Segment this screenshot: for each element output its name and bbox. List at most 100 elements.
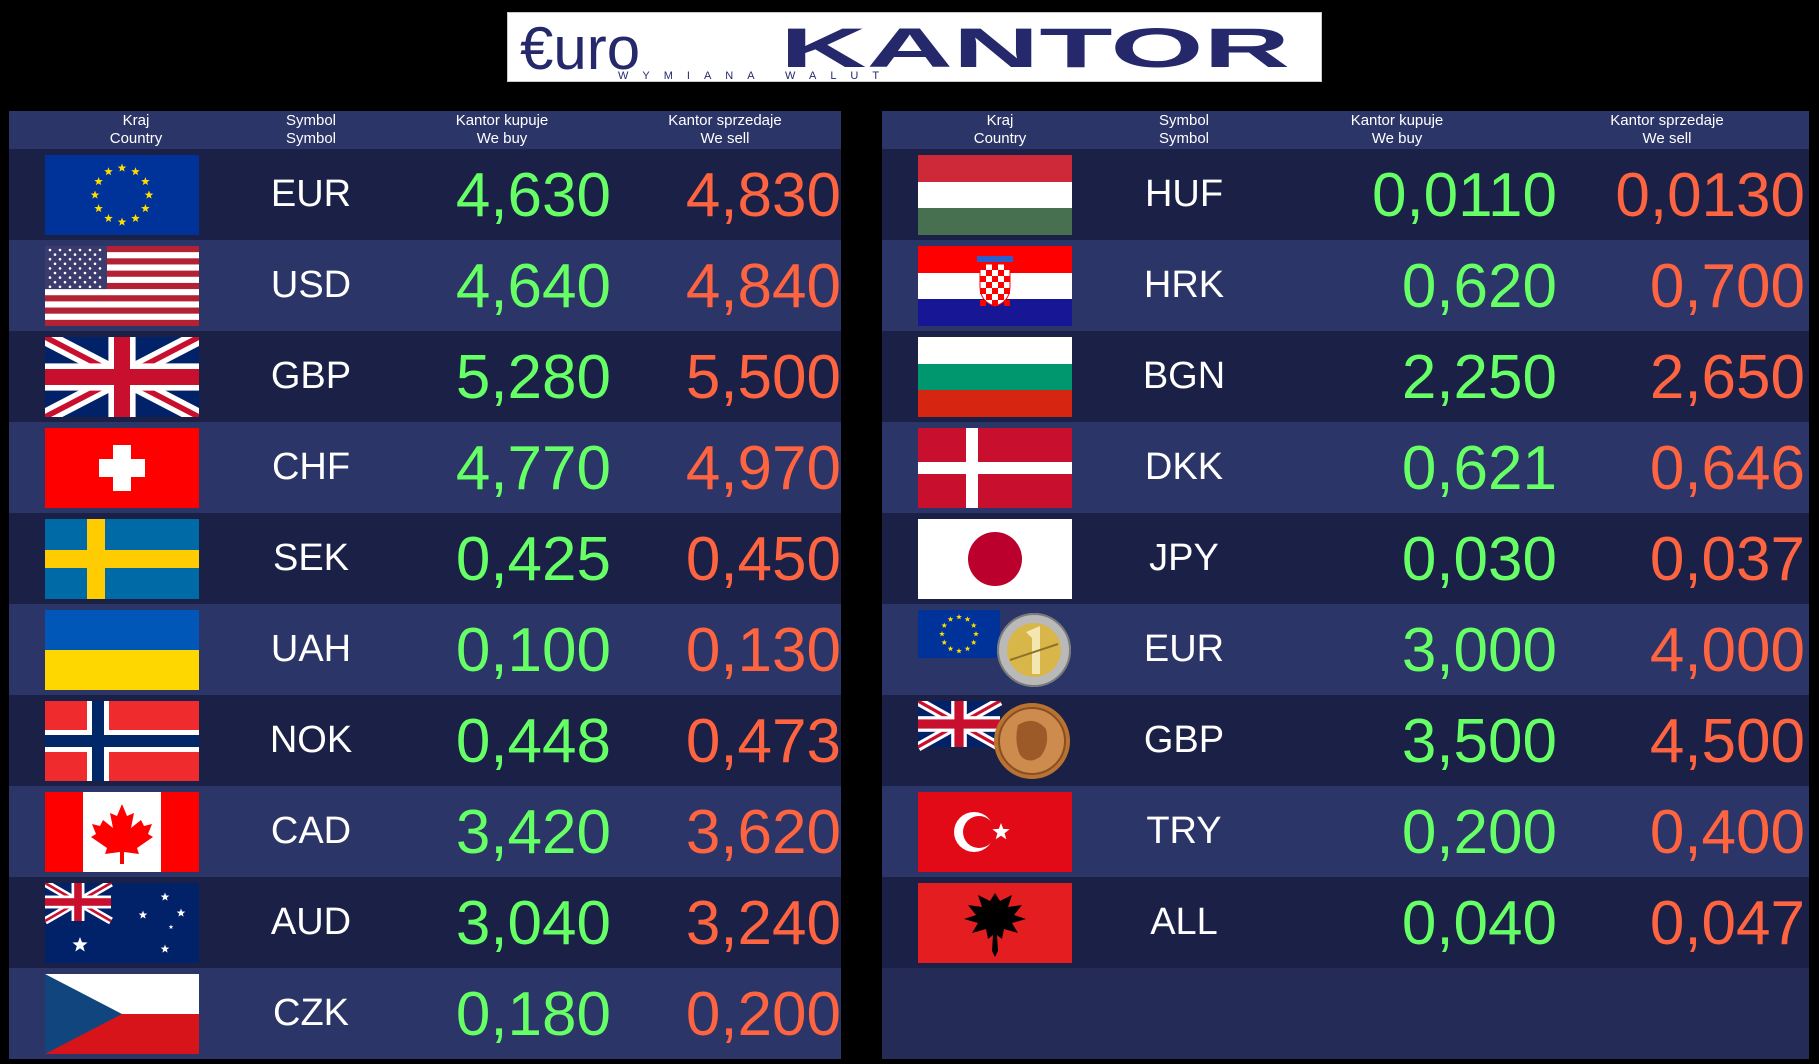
sell-rate: 4,840	[685, 252, 841, 321]
buy-rate: 5,280	[455, 343, 611, 412]
currency-symbol: NOK	[269, 719, 353, 761]
sell-rate: 4,500	[1649, 707, 1805, 776]
rates-table-left: Kraj Country Symbol Symbol Kantor kupuje…	[9, 111, 841, 1059]
table-row: SEK 0,425 0,450	[9, 513, 841, 604]
sweden-flag-icon	[45, 519, 199, 599]
header-we-buy: Kantor kupuje We buy	[1350, 112, 1444, 147]
currency-symbol: GBP	[270, 355, 352, 397]
sell-rate: 0,130	[685, 616, 841, 685]
table-header: Kraj Country Symbol Symbol Kantor kupuje…	[882, 111, 1809, 149]
table-row: NOK 0,448 0,473	[9, 695, 841, 786]
table-row: CAD 3,420 3,620	[9, 786, 841, 877]
currency-symbol: HUF	[1144, 173, 1224, 215]
table-row: ALL 0,040 0,047	[882, 877, 1809, 968]
currency-symbol: CZK	[273, 992, 349, 1034]
eu-coin-flag-icon	[918, 610, 1072, 690]
sell-rate: 2,650	[1649, 343, 1805, 412]
table-row: CZK 0,180 0,200	[9, 968, 841, 1059]
eu-flag-icon	[45, 155, 199, 235]
uk-flag-icon	[45, 337, 199, 417]
eurokantor-logo: €uro KANTOR WYMIANA WALUT	[507, 12, 1322, 82]
buy-rate: 3,420	[455, 798, 611, 867]
buy-rate: 0,0110	[1371, 161, 1557, 230]
buy-rate: 0,621	[1401, 434, 1557, 503]
sell-rate: 3,240	[685, 889, 841, 958]
bulgaria-flag-icon	[918, 337, 1072, 417]
header-country: Kraj Country	[973, 112, 1027, 147]
denmark-flag-icon	[918, 428, 1072, 508]
sell-rate: 4,000	[1649, 616, 1805, 685]
buy-rate: 3,000	[1401, 616, 1557, 685]
buy-rate: 3,500	[1401, 707, 1557, 776]
currency-symbol: EUR	[1143, 628, 1225, 670]
sell-rate: 0,646	[1649, 434, 1805, 503]
currency-symbol: ALL	[1150, 901, 1218, 943]
buy-rate: 4,640	[455, 252, 611, 321]
table-row: EUR 4,630 4,830	[9, 149, 841, 240]
currency-symbol: TRY	[1146, 810, 1222, 852]
sell-rate: 5,500	[685, 343, 841, 412]
currency-symbol: EUR	[270, 173, 352, 215]
canada-flag-icon	[45, 792, 199, 872]
table-row: GBP 5,280 5,500	[9, 331, 841, 422]
us-flag-icon	[45, 246, 199, 326]
currency-symbol: USD	[270, 264, 352, 306]
sell-rate: 0,0130	[1615, 161, 1805, 230]
currency-symbol: GBP	[1143, 719, 1225, 761]
sell-rate: 0,400	[1649, 798, 1805, 867]
currency-symbol: CAD	[270, 810, 352, 852]
table-row: USD 4,640 4,840	[9, 240, 841, 331]
table-row: AUD 3,040 3,240	[9, 877, 841, 968]
currency-symbol: DKK	[1144, 446, 1224, 488]
buy-rate: 2,250	[1401, 343, 1557, 412]
sell-rate: 0,047	[1649, 889, 1805, 958]
buy-rate: 0,180	[455, 980, 611, 1049]
header-symbol: Symbol Symbol	[285, 112, 337, 147]
currency-symbol: AUD	[270, 901, 352, 943]
header-we-buy: Kantor kupuje We buy	[455, 112, 549, 147]
currency-symbol: CHF	[271, 446, 351, 488]
header-symbol: Symbol Symbol	[1158, 112, 1210, 147]
table-row: JPY 0,030 0,037	[882, 513, 1809, 604]
swiss-flag-icon	[45, 428, 199, 508]
header-we-sell: Kantor sprzedaje We sell	[668, 112, 782, 147]
sell-rate: 3,620	[685, 798, 841, 867]
hungary-flag-icon	[918, 155, 1072, 235]
buy-rate: 0,100	[455, 616, 611, 685]
currency-symbol: JPY	[1149, 537, 1219, 579]
japan-flag-icon	[918, 519, 1072, 599]
czech-flag-icon	[45, 974, 199, 1054]
header-country: Kraj Country	[109, 112, 163, 147]
sell-rate: 4,970	[685, 434, 841, 503]
table-row: DKK 0,621 0,646	[882, 422, 1809, 513]
sell-rate: 0,200	[685, 980, 841, 1049]
logo-euro-text: €uro	[520, 15, 640, 82]
albania-flag-icon	[918, 883, 1072, 963]
buy-rate: 3,040	[455, 889, 611, 958]
buy-rate: 0,448	[455, 707, 611, 776]
turkey-flag-icon	[918, 792, 1072, 872]
buy-rate: 4,770	[455, 434, 611, 503]
norway-flag-icon	[45, 701, 199, 781]
currency-symbol: BGN	[1142, 355, 1226, 397]
currency-symbol: SEK	[272, 537, 350, 579]
buy-rate: 0,040	[1401, 889, 1557, 958]
buy-rate: 4,630	[455, 161, 611, 230]
sell-rate: 0,037	[1649, 525, 1805, 594]
table-row: HUF 0,0110 0,0130	[882, 149, 1809, 240]
australia-flag-icon	[45, 883, 199, 963]
buy-rate: 0,200	[1401, 798, 1557, 867]
logo-tagline: WYMIANA WALUT	[618, 70, 893, 82]
rates-table-right: Kraj Country Symbol Symbol Kantor kupuje…	[882, 111, 1809, 1059]
buy-rate: 0,030	[1401, 525, 1557, 594]
currency-symbol: HRK	[1143, 264, 1225, 306]
sell-rate: 4,830	[685, 161, 841, 230]
sell-rate: 0,473	[685, 707, 841, 776]
logo-kantor-text: KANTOR	[780, 16, 1290, 79]
currency-symbol: UAH	[270, 628, 352, 670]
table-row: CHF 4,770 4,970	[9, 422, 841, 513]
table-row: TRY 0,200 0,400	[882, 786, 1809, 877]
header-we-sell: Kantor sprzedaje We sell	[1610, 112, 1724, 147]
table-row: HRK 0,620 0,700	[882, 240, 1809, 331]
sell-rate: 0,700	[1649, 252, 1805, 321]
